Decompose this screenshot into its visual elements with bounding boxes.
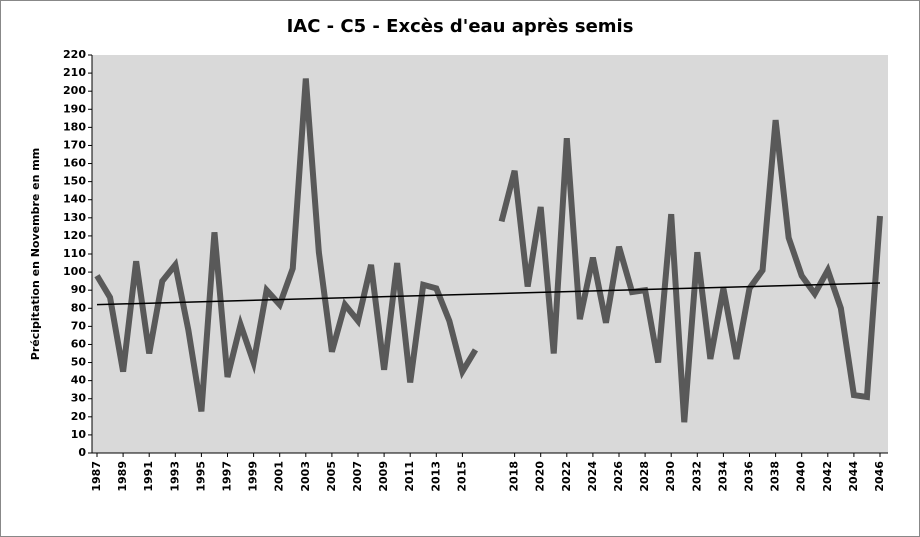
x-tick-label: 2003 xyxy=(299,461,312,492)
x-tick-label: 2028 xyxy=(638,461,651,492)
y-tick-label: 40 xyxy=(71,374,87,387)
y-tick-label: 140 xyxy=(63,193,86,206)
y-tick-label: 180 xyxy=(63,120,86,133)
y-tick-label: 210 xyxy=(63,66,86,79)
x-tick-label: 2022 xyxy=(560,461,573,492)
x-tick-label: 2013 xyxy=(429,461,442,492)
x-tick-label: 2040 xyxy=(795,461,808,492)
chart-title: IAC - C5 - Excès d'eau après semis xyxy=(287,16,634,37)
x-tick-label: 1989 xyxy=(116,461,129,492)
x-tick-label: 2024 xyxy=(586,461,599,492)
x-tick-label: 2005 xyxy=(325,461,338,492)
y-tick-label: 60 xyxy=(71,337,87,350)
x-tick-label: 1991 xyxy=(142,461,155,492)
x-tick-label: 2015 xyxy=(455,461,468,492)
y-tick-label: 160 xyxy=(63,157,86,170)
data-line xyxy=(94,78,883,423)
y-tick-label: 90 xyxy=(71,283,87,296)
x-tick-label: 2026 xyxy=(612,461,625,492)
x-tick-label: 2001 xyxy=(273,461,286,492)
x-tick-label: 2038 xyxy=(769,461,782,492)
x-tick-label: 1995 xyxy=(194,461,207,492)
x-tick-label: 1999 xyxy=(247,461,260,492)
y-axis-label: Précipitation en Novembre en mm xyxy=(29,148,42,360)
x-tick-label: 2034 xyxy=(716,461,729,492)
y-tick-label: 30 xyxy=(71,392,87,405)
y-tick-label: 120 xyxy=(63,229,86,242)
x-tick-label: 1987 xyxy=(90,461,103,492)
x-tick-label: 2011 xyxy=(403,461,416,492)
x-tick-label: 2030 xyxy=(664,461,677,492)
y-tick-label: 110 xyxy=(63,247,86,260)
x-tick-label: 2009 xyxy=(377,461,390,492)
x-tick-label: 2044 xyxy=(847,461,860,492)
x-tick-label: 2007 xyxy=(351,461,364,492)
x-tick-label: 2020 xyxy=(534,461,547,492)
y-tick-label: 80 xyxy=(71,301,87,314)
x-tick-label: 2046 xyxy=(873,461,886,492)
trend-line xyxy=(96,282,881,306)
y-tick-label: 20 xyxy=(71,410,87,423)
x-tick-label: 2032 xyxy=(690,461,703,492)
y-tick-label: 0 xyxy=(78,446,86,459)
y-tick-label: 70 xyxy=(71,319,87,332)
x-tick-label: 2042 xyxy=(821,461,834,492)
x-tick-label: 1993 xyxy=(168,461,181,492)
y-tick-label: 50 xyxy=(71,356,87,369)
x-tick-label: 1997 xyxy=(221,461,234,492)
y-tick-label: 130 xyxy=(63,211,86,224)
x-tick-label: 2036 xyxy=(743,461,756,492)
y-tick-label: 10 xyxy=(71,428,87,441)
y-tick-label: 200 xyxy=(63,84,86,97)
y-tick-label: 170 xyxy=(63,138,86,151)
y-tick-label: 150 xyxy=(63,175,86,188)
y-tick-label: 220 xyxy=(63,48,86,61)
x-tick-label: 2018 xyxy=(508,461,521,492)
plot-area xyxy=(92,55,888,453)
y-tick-label: 190 xyxy=(63,102,86,115)
y-tick-label: 100 xyxy=(63,265,86,278)
